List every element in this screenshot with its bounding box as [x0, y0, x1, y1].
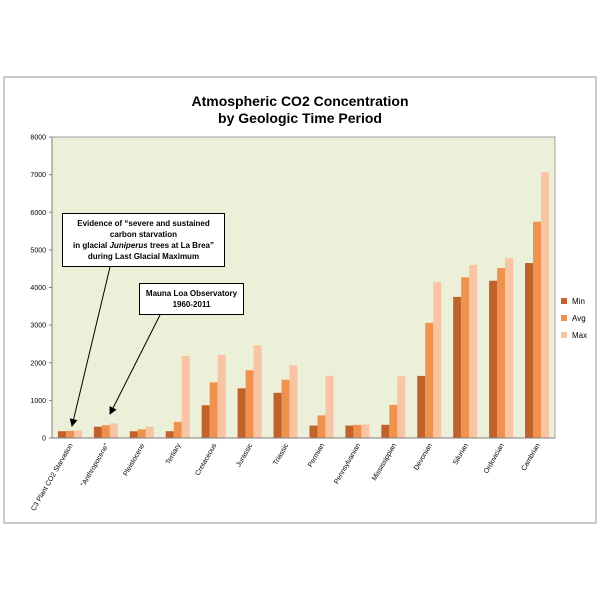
bar-avg [101, 425, 110, 438]
annotation-starvation-line-3: in glacial Juniperus trees at La Brea” [73, 241, 214, 250]
bar-avg [389, 404, 398, 438]
bar-avg [65, 430, 74, 438]
y-tick-label: 6000 [30, 210, 46, 217]
bar-max [433, 282, 442, 438]
bar-avg [461, 277, 470, 438]
bar-min [57, 431, 66, 438]
annotation-mauna-loa: Mauna Loa Observatory 1960-2011 [139, 283, 244, 315]
bar-min [489, 280, 498, 438]
bar-max [361, 424, 370, 438]
y-tick-label: 5000 [30, 247, 46, 254]
bar-min [129, 431, 138, 438]
bar-avg [173, 421, 182, 438]
bar-avg [137, 429, 146, 438]
y-tick-label: 1000 [30, 398, 46, 405]
bar-min [237, 388, 246, 438]
bars [57, 172, 550, 438]
legend-swatch-max [561, 332, 567, 338]
bar-min [165, 431, 174, 438]
bar-max [469, 264, 478, 438]
bar-min [525, 263, 534, 438]
bar-min [381, 424, 390, 438]
annotation-starvation: Evidence of “severe and sustained carbon… [62, 213, 225, 267]
bar-max [217, 354, 226, 438]
annotation-arrow-mauna-loa [109, 314, 161, 415]
bar-max [181, 355, 190, 438]
annotation-mauna-loa-line-2: 1960-2011 [172, 300, 211, 309]
chart-title-line-2: by Geologic Time Period [218, 110, 382, 126]
bar-min [273, 392, 282, 438]
y-axis: 0 1000 2000 3000 4000 5000 6000 7000 8000 [30, 135, 53, 443]
legend-label-avg: Avg [572, 314, 586, 323]
bar-max [73, 430, 82, 438]
annotation-arrow-starvation [69, 266, 111, 427]
bar-max [145, 426, 154, 438]
bar-avg [425, 322, 434, 438]
bar-min [93, 426, 102, 438]
legend-swatch-min [561, 298, 567, 304]
bar-min [309, 425, 318, 438]
bar-max [397, 376, 406, 438]
bar-avg [209, 382, 218, 438]
legend-label-min: Min [572, 297, 585, 306]
y-tick-label: 3000 [30, 323, 46, 330]
y-tick-label: 2000 [30, 360, 46, 367]
annotation-mauna-loa-line-1: Mauna Loa Observatory [145, 289, 238, 298]
legend-label-max: Max [572, 331, 587, 340]
annotation-starvation-line-1: Evidence of “severe and sustained [77, 219, 210, 228]
bar-max [505, 257, 514, 438]
bar-max [325, 375, 334, 438]
y-tick-label: 0 [42, 436, 46, 443]
bar-max [109, 423, 118, 438]
bar-min [453, 296, 462, 438]
bar-max [289, 365, 298, 438]
bar-min [201, 405, 210, 438]
bar-max [253, 345, 262, 438]
y-tick-label: 8000 [30, 135, 46, 142]
y-tick-label: 7000 [30, 172, 46, 179]
bar-avg [533, 221, 542, 438]
bar-avg [317, 415, 326, 438]
bar-max [541, 172, 550, 438]
legend-swatch-avg [561, 315, 567, 321]
bar-min [345, 425, 354, 438]
chart-title-line-1: Atmospheric CO2 Concentration [191, 93, 408, 109]
bar-avg [497, 267, 506, 438]
plot-background [51, 136, 556, 439]
bar-avg [281, 379, 290, 438]
bar-min [417, 375, 426, 438]
annotation-starvation-line-2: carbon starvation [109, 230, 178, 239]
annotation-starvation-line-4: during Last Glacial Maximum [87, 252, 200, 261]
legend: Min Avg Max [561, 297, 587, 340]
y-tick-label: 4000 [30, 285, 46, 292]
bar-avg [353, 424, 362, 438]
bar-avg [245, 370, 254, 438]
